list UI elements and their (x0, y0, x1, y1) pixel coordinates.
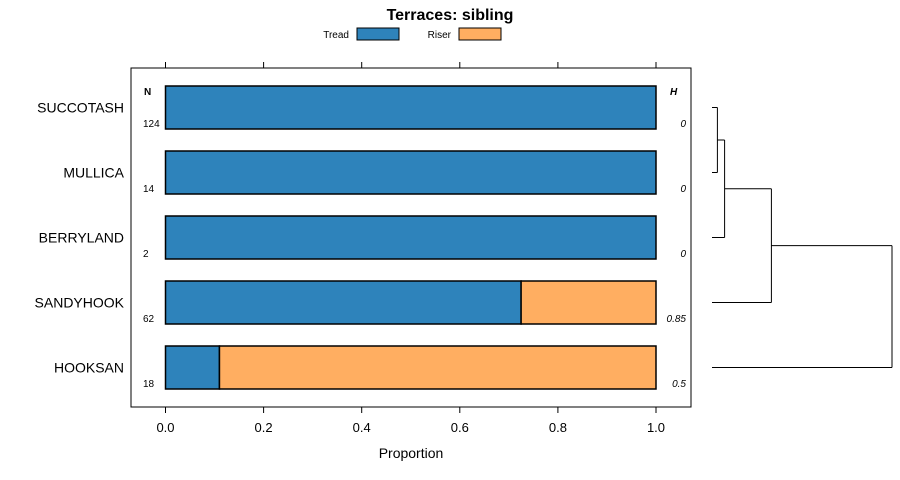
x-axis-label: Proportion (379, 445, 444, 461)
bar-tread-succotash (164, 85, 657, 130)
n-value: 2 (143, 249, 149, 260)
x-tick-label: 0.8 (549, 420, 567, 435)
legend-swatch-tread (356, 27, 400, 41)
category-label: SUCCOTASH (37, 100, 124, 116)
plot-frame (130, 67, 692, 408)
n-value: 14 (143, 184, 155, 195)
h-value: 0 (680, 249, 686, 260)
category-label: SANDYHOOK (35, 295, 125, 311)
chart-title: Terraces: sibling (387, 7, 514, 24)
n-values: 124 14 2 62 18 (143, 119, 160, 390)
h-value: 0.5 (672, 379, 686, 390)
x-axis: 0.0 0.2 0.4 0.6 0.8 1.0 (156, 62, 665, 435)
legend: Tread Riser (323, 27, 502, 41)
dendrogram (712, 107, 893, 368)
x-tick-label: 0.6 (451, 420, 469, 435)
n-value: 124 (143, 119, 160, 130)
bar-tread-berryland (164, 215, 657, 260)
legend-label-riser: Riser (428, 30, 452, 41)
legend-label-tread: Tread (323, 30, 349, 41)
category-label: HOOKSAN (54, 360, 124, 376)
bar-tread-mullica (164, 150, 657, 195)
n-header: N (144, 87, 151, 98)
h-value: 0 (680, 119, 686, 130)
x-tick-label: 0.0 (156, 420, 174, 435)
bar-tread-sandyhook (164, 280, 522, 325)
category-labels: SUCCOTASH MULLICA BERRYLAND SANDYHOOK HOOKSA… (35, 100, 125, 376)
n-value: 62 (143, 314, 155, 325)
legend-swatch-riser (458, 27, 502, 41)
bar-riser-hooksan (218, 345, 657, 390)
bars (164, 85, 657, 390)
h-value: 0 (680, 184, 686, 195)
bar-tread-hooksan (164, 345, 221, 390)
category-label: MULLICA (63, 165, 124, 181)
x-tick-label: 0.2 (255, 420, 273, 435)
h-value: 0.85 (667, 314, 687, 325)
x-tick-label: 0.4 (353, 420, 371, 435)
x-tick-label: 1.0 (647, 420, 665, 435)
category-label: BERRYLAND (39, 230, 124, 246)
bar-riser-sandyhook (520, 280, 657, 325)
h-header: H (670, 87, 678, 98)
n-value: 18 (143, 379, 155, 390)
h-values: 0 0 0 0.85 0.5 (667, 119, 687, 390)
